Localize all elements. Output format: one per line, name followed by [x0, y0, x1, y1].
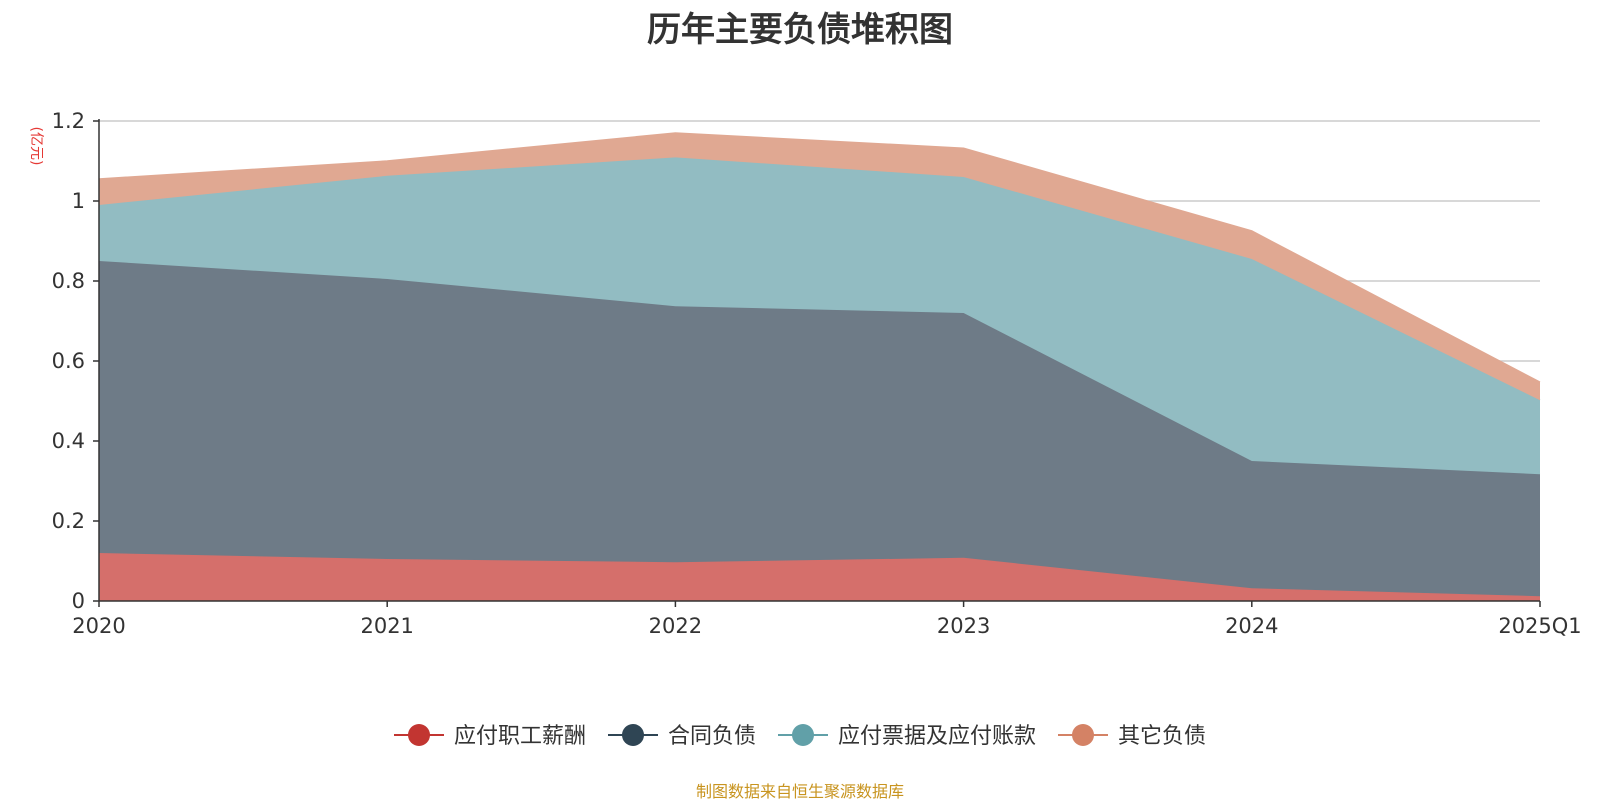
y-tick-label: 1.2: [52, 109, 85, 133]
y-tick-label: 0.2: [52, 509, 85, 533]
legend-label: 其它负债: [1118, 724, 1206, 749]
x-tick-label: 2025Q1: [1498, 614, 1581, 638]
x-tick-label: 2020: [72, 614, 125, 638]
y-unit-label: (亿元): [28, 127, 44, 166]
y-tick-label: 0.8: [52, 269, 85, 293]
legend-marker: [621, 724, 644, 746]
legend-marker: [1072, 724, 1095, 746]
legend-label: 应付职工薪酬: [454, 724, 586, 749]
area-3: [99, 157, 1540, 475]
area-2: [99, 261, 1540, 597]
area-series: [98, 132, 1541, 601]
legend-item-4: 其它负债: [1058, 724, 1206, 749]
x-tick-label: 2023: [937, 614, 990, 638]
legend-item-2: 合同负债: [607, 724, 756, 749]
area-edge-4: [98, 132, 1541, 383]
legend-label: 应付票据及应付账款: [838, 724, 1036, 749]
x-tick-label: 2024: [1225, 614, 1278, 638]
legend-marker: [407, 724, 430, 746]
x-tick-label: 2021: [360, 614, 413, 638]
legend-item-3: 应付票据及应付账款: [777, 724, 1036, 749]
legend-item-1: 应付职工薪酬: [393, 724, 586, 749]
axes: 0 0.2 0.4 0.6 0.8 1 1.2 2020 2021 2022 2023 2024 202…: [28, 109, 1582, 638]
chart-title: 历年主要负债堆积图: [647, 10, 953, 50]
legend: 应付职工薪酬 合同负债 应付票据及应付账款 其它负债: [393, 724, 1206, 749]
y-tick-label: 0: [72, 589, 85, 613]
area-1: [99, 553, 1540, 601]
y-tick-label: 0.4: [52, 429, 85, 453]
source-note: 制图数据来自恒生聚源数据库: [695, 782, 904, 801]
y-tick-label: 1: [72, 189, 85, 213]
y-tick-label: 0.6: [52, 349, 85, 373]
legend-label: 合同负债: [668, 724, 756, 749]
legend-marker: [791, 724, 814, 746]
x-tick-label: 2022: [649, 614, 702, 638]
